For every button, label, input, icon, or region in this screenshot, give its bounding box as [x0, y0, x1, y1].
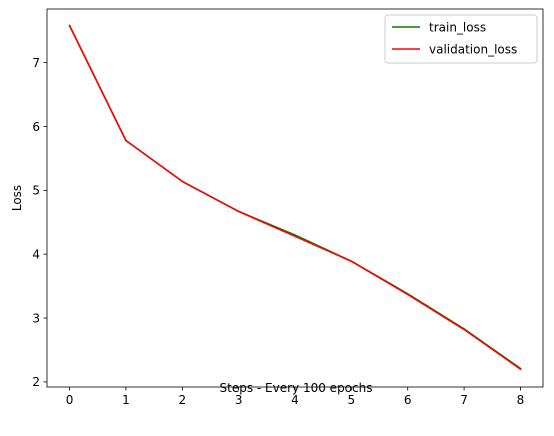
- legend-label-validation_loss: validation_loss: [429, 42, 517, 56]
- plot-layer: [68, 24, 522, 371]
- axes-layer: 0 1 2 3 4 5 6 7 8 2 3 4 5 6 7: [32, 8, 544, 407]
- x-tick-label: 3: [235, 393, 243, 407]
- x-tick-label: 6: [404, 393, 412, 407]
- legend-label-train_loss: train_loss: [429, 20, 486, 34]
- x-tick-label: 7: [460, 393, 468, 407]
- x-axis-label: Steps - Every 100 epochs: [220, 381, 373, 395]
- x-tick-label: 8: [517, 393, 525, 407]
- y-tick-label: 5: [32, 184, 40, 198]
- x-tick-label: 1: [122, 393, 130, 407]
- x-tick-label: 5: [348, 393, 356, 407]
- x-tick-label: 0: [66, 393, 74, 407]
- series-line-train_loss: [68, 24, 522, 370]
- plot-frame: [46, 8, 544, 388]
- y-tick-label: 4: [32, 247, 40, 261]
- y-tick-label: 3: [32, 311, 40, 325]
- series-line-validation_loss: [68, 24, 522, 371]
- y-axis-label: Loss: [10, 185, 24, 211]
- y-tick-label: 2: [32, 375, 40, 389]
- y-tick-label: 6: [32, 120, 40, 134]
- y-tick-label: 7: [32, 56, 40, 70]
- x-tick-label: 4: [291, 393, 299, 407]
- legend: train_loss validation_loss: [384, 14, 538, 64]
- legend-box: [384, 14, 538, 64]
- x-tick-label: 2: [178, 393, 186, 407]
